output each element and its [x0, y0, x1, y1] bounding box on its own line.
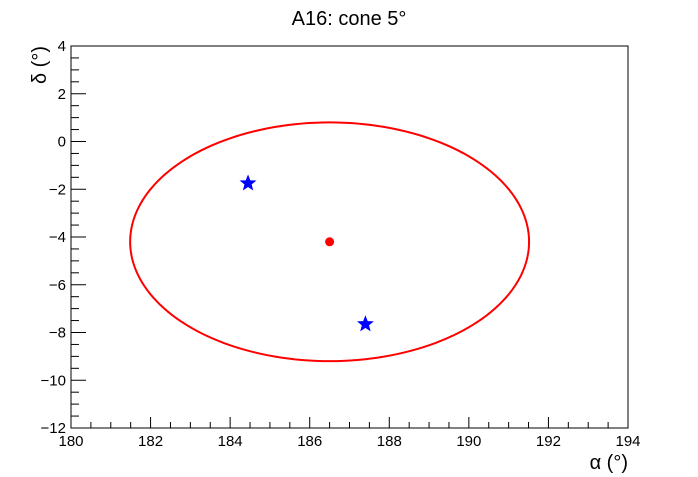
y-tick-label: −8	[49, 325, 66, 342]
cone-outline	[129, 121, 531, 363]
x-tick-label: 188	[377, 433, 402, 450]
y-tick-label: −12	[41, 420, 66, 437]
y-tick-label: −4	[49, 229, 66, 246]
x-tick-label: 184	[218, 433, 243, 450]
y-tick-label: −2	[49, 181, 66, 198]
axes: 180 182 184 186 188 190 192 194 −12 −10 −8 −6 −4 −2 0 2…	[41, 38, 641, 450]
x-tick-label: 182	[138, 433, 163, 450]
y-tick-label: 0	[58, 134, 66, 151]
y-tick-label: −6	[49, 277, 66, 294]
x-tick-label: 190	[456, 433, 481, 450]
chart-title: A16: cone 5°	[292, 8, 407, 30]
x-axis-label: α (°)	[590, 452, 628, 474]
cone-center-point	[325, 237, 335, 247]
x-tick-label: 192	[536, 433, 561, 450]
star-data-point	[356, 315, 374, 332]
x-tick-label: 186	[297, 433, 322, 450]
y-tick-label: 2	[58, 86, 66, 103]
y-tick-label: −10	[41, 372, 66, 389]
star-data-point	[239, 174, 257, 191]
plot-area	[129, 121, 531, 363]
x-tick-label: 180	[58, 433, 83, 450]
y-tick-label: 4	[58, 38, 66, 55]
x-tick-label: 194	[615, 433, 640, 450]
y-axis-label: δ (°)	[29, 46, 51, 84]
